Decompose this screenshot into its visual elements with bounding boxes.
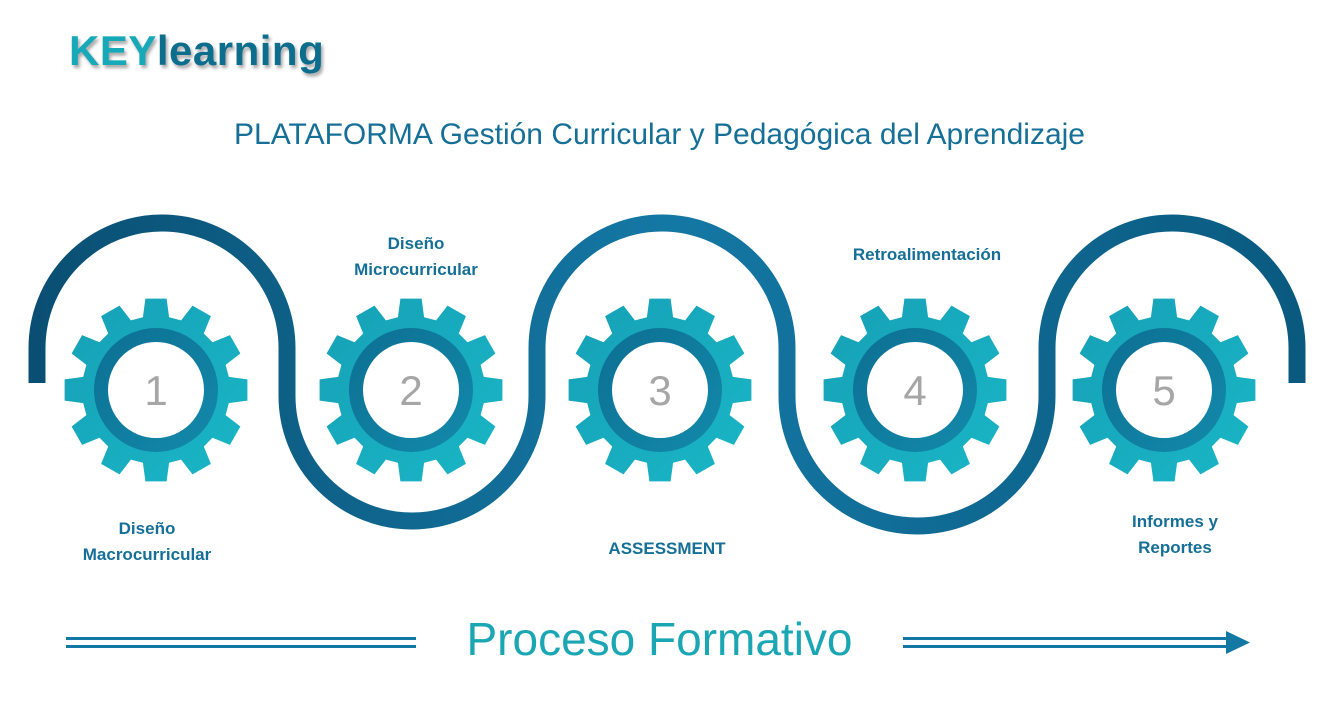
- brand-learning: learning: [156, 27, 325, 74]
- footer-title: Proceso Formativo: [466, 613, 853, 665]
- brand-logo: KEYlearning: [69, 30, 324, 72]
- step-2-label: Diseño Microcurricular: [316, 231, 516, 283]
- step-2-number: 2: [399, 367, 422, 414]
- gear-icon: 4: [823, 298, 1007, 482]
- step-4-label-line1: Retroalimentación: [852, 245, 1002, 264]
- page-subtitle: PLATAFORMA Gestión Curricular y Pedagógi…: [234, 118, 1085, 151]
- left-double-line: [66, 637, 416, 648]
- step-5-number: 5: [1152, 367, 1175, 414]
- step-4-label: Retroalimentación: [827, 242, 1027, 268]
- brand-key: KEY: [69, 27, 157, 74]
- step-1-label-line1: Diseño: [118, 519, 176, 538]
- step-1-number: 1: [144, 367, 167, 414]
- step-3-label: ASSESSMENT: [567, 536, 767, 562]
- step-5-label-line2: Reportes: [1138, 538, 1212, 557]
- step-1-label: Diseño Macrocurricular: [47, 516, 247, 568]
- step-5-label: Informes y Reportes: [1075, 509, 1275, 561]
- step-2-label-line1: Diseño: [387, 234, 445, 253]
- step-3-number: 3: [648, 367, 671, 414]
- process-snake-line: [28, 214, 1306, 535]
- gear-icon: 5: [1072, 298, 1256, 482]
- gear-icon: 1: [64, 298, 248, 482]
- step-5-label-line1: Informes y: [1132, 512, 1218, 531]
- step-4-number: 4: [903, 367, 926, 414]
- step-1-label-line2: Macrocurricular: [82, 545, 212, 564]
- right-arrow: [903, 631, 1250, 654]
- gear-icon: 3: [568, 298, 752, 482]
- step-2-label-line2: Microcurricular: [354, 260, 478, 279]
- step-3-label-line1: ASSESSMENT: [608, 539, 726, 558]
- gear-icon: 2: [319, 298, 503, 482]
